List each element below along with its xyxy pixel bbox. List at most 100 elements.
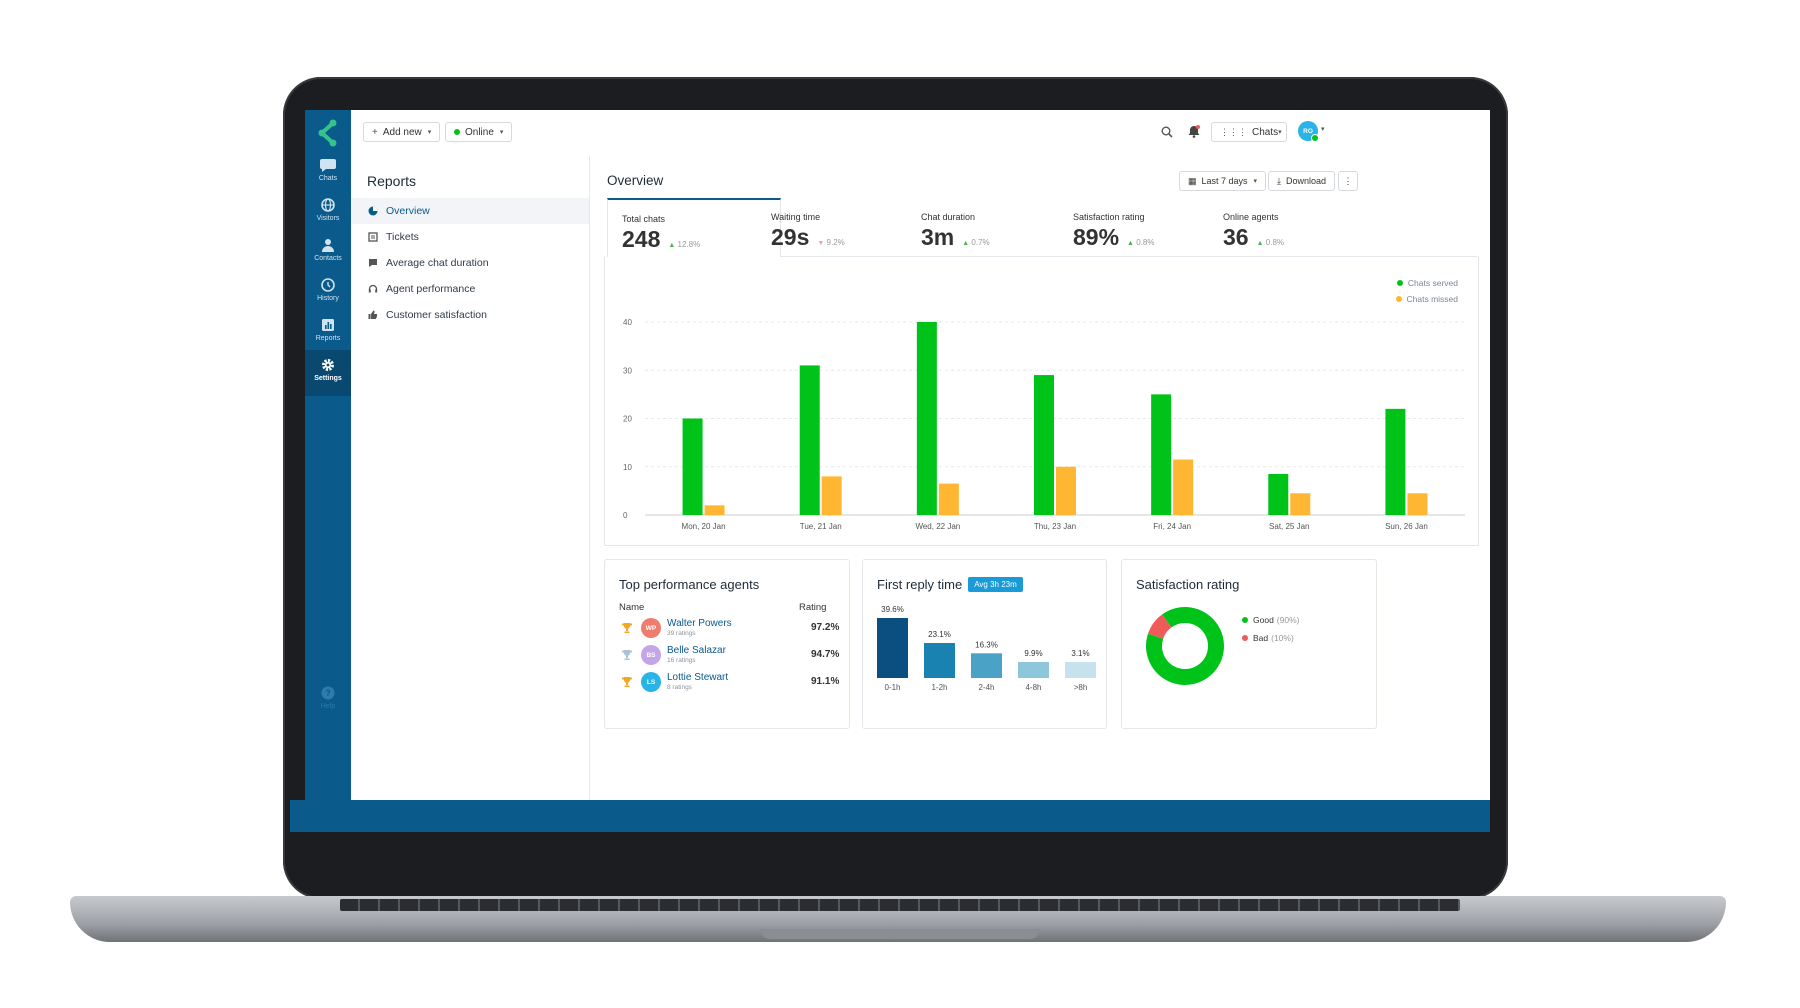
- card-title: Top performance agents: [619, 577, 760, 592]
- kpi-total-chats[interactable]: Total chats 248 ▲ 12.8%: [607, 198, 781, 257]
- x-tick-label: Wed, 22 Jan: [915, 522, 960, 531]
- agent-ratings-count: 39 ratings: [667, 630, 696, 637]
- kpi-online-agents[interactable]: Online agents 36 ▲ 0.8%: [1209, 198, 1383, 256]
- x-tick-label: 4-8h: [1025, 683, 1041, 692]
- trophy-icon: [621, 650, 633, 660]
- kpi-delta: 12.8%: [677, 240, 701, 249]
- nav-reports[interactable]: Reports: [305, 310, 351, 356]
- chats-bar-chart: 0 10 20 30 40 Mon, 20 Jan Tue, 21 Jan Wed, 22 J…: [623, 318, 1465, 531]
- add-new-button[interactable]: + Add new ▾: [363, 122, 441, 142]
- trophy-icon: [621, 623, 633, 633]
- chats-chart-card: Chats served Chats missed 0 10 20 30 40 Mon, …: [604, 256, 1479, 546]
- bar-value-label: 16.3%: [975, 640, 998, 649]
- chevron-down-icon: ▾: [427, 129, 432, 136]
- laptop-keyboard: [340, 899, 1460, 911]
- tickets-icon: [367, 232, 378, 243]
- x-tick-label: Mon, 20 Jan: [682, 522, 726, 531]
- page-title: Overview: [607, 173, 664, 188]
- nav-history[interactable]: History: [305, 270, 351, 316]
- bar-served: [1034, 375, 1054, 515]
- more-options-button[interactable]: ⋮: [1338, 171, 1358, 191]
- chevron-down-icon: ▾: [1278, 129, 1282, 136]
- kpi-delta: 9.2%: [826, 238, 845, 247]
- legend-label: Chats missed: [1406, 294, 1459, 304]
- kpi-delta: 0.7%: [971, 238, 990, 247]
- slice-good: [1146, 607, 1224, 685]
- download-label: Download: [1285, 176, 1327, 186]
- y-tick-label: 20: [623, 415, 632, 424]
- nav-help[interactable]: ? Help: [305, 678, 351, 724]
- headset-icon: [367, 284, 378, 295]
- table-row: LS Lottie Stewart 8 ratings 91.1%: [619, 670, 839, 696]
- x-tick-label: 1-2h: [931, 683, 947, 692]
- bar-served: [1151, 394, 1172, 515]
- nav-contacts[interactable]: Contacts: [305, 230, 351, 276]
- date-range-dropdown[interactable]: ▦ Last 7 days ▾: [1179, 171, 1267, 191]
- chevron-down-icon[interactable]: ▾: [1321, 126, 1325, 133]
- agent-rating: 97.2%: [811, 622, 840, 633]
- sidebar-item-tickets[interactable]: Tickets: [351, 224, 589, 250]
- bell-icon[interactable]: [1188, 125, 1200, 138]
- agent-ratings-count: 8 ratings: [667, 684, 692, 691]
- agent-name-link[interactable]: Lottie Stewart: [667, 672, 729, 683]
- kpi-satisfaction-rating[interactable]: Satisfaction rating 89% ▲ 0.8%: [1059, 198, 1233, 256]
- agent-rating: 94.7%: [811, 649, 840, 660]
- y-tick-label: 10: [623, 463, 632, 472]
- kpi-label: Online agents: [1223, 212, 1279, 222]
- nav-settings[interactable]: Settings: [305, 350, 351, 396]
- person-icon: [322, 239, 334, 252]
- sidebar-item-label: Average chat duration: [386, 257, 489, 269]
- bar-missed: [704, 505, 725, 515]
- reply-bar: [971, 653, 1002, 678]
- app-switch-dropdown[interactable]: ⋮⋮⋮ Chats ▾: [1211, 122, 1287, 142]
- nav-chats[interactable]: Chats: [305, 150, 351, 196]
- kpi-label: Waiting time: [771, 212, 821, 222]
- reply-bar: [1018, 662, 1049, 678]
- trend-up-icon: ▲: [962, 240, 970, 247]
- svg-text:?: ?: [325, 688, 331, 698]
- download-icon: ⤓: [1277, 175, 1281, 186]
- agent-name-link[interactable]: Walter Powers: [667, 618, 732, 629]
- legend-label: Bad: [1253, 633, 1269, 643]
- bar-missed: [938, 483, 959, 515]
- avatar-initials: RO: [1303, 127, 1313, 135]
- sidebar-item-label: Customer satisfaction: [386, 309, 487, 321]
- sidebar-item-overview[interactable]: Overview: [351, 198, 589, 224]
- legend-item-bad: Bad (10%): [1242, 633, 1294, 643]
- chat-bubble-icon: [320, 159, 336, 172]
- first-reply-bar-chart: 39.6% 0-1h 23.1% 1-2h 16.3% 2-4h 9.9% 4-8h 3.1% >…: [877, 605, 1096, 692]
- bar-value-label: 3.1%: [1071, 649, 1089, 658]
- nav-help-label: Help: [320, 703, 336, 710]
- card-title: Satisfaction rating: [1136, 577, 1240, 592]
- sidebar-item-average-chat-duration[interactable]: Average chat duration: [351, 250, 589, 276]
- avatar[interactable]: RO: [1298, 121, 1319, 142]
- sidebar-item-agent-performance[interactable]: Agent performance: [351, 276, 589, 302]
- download-button[interactable]: ⤓ Download: [1268, 171, 1336, 191]
- sidebar-item-customer-satisfaction[interactable]: Customer satisfaction: [351, 302, 589, 328]
- nav-settings-label: Settings: [314, 375, 342, 382]
- status-dropdown[interactable]: Online ▾: [445, 122, 513, 142]
- reply-bar: [877, 618, 908, 678]
- status-label: Online: [465, 126, 494, 138]
- sidebar-item-label: Tickets: [386, 231, 419, 243]
- legend-dot-icon: [1242, 617, 1248, 623]
- kpi-value: 29s: [771, 224, 810, 250]
- column-header-rating: Rating: [799, 602, 827, 613]
- trend-down-icon: ▼: [817, 240, 825, 247]
- trend-up-icon: ▲: [668, 242, 676, 249]
- top-agents-card: Top performance agents Name Rating WP Wa…: [604, 559, 850, 729]
- kpi-tabs: Total chats 248 ▲ 12.8% Waiting time 29s…: [607, 198, 1477, 257]
- kpi-delta: 0.8%: [1136, 238, 1155, 247]
- first-reply-card: First reply time Avg 3h 23m 39.6% 0-1h 23.1…: [862, 559, 1107, 729]
- kpi-chat-duration[interactable]: Chat duration 3m ▲ 0.7%: [907, 198, 1081, 256]
- agent-name-link[interactable]: Belle Salazar: [667, 645, 726, 656]
- nav-visitors[interactable]: Visitors: [305, 190, 351, 236]
- search-icon[interactable]: [1161, 126, 1173, 138]
- kebab-icon: ⋮: [1343, 175, 1353, 186]
- sidebar-item-label: Overview: [386, 205, 430, 217]
- kpi-waiting-time[interactable]: Waiting time 29s ▼ 9.2%: [757, 198, 931, 256]
- laptop-notch: [760, 929, 1040, 939]
- kpi-label: Satisfaction rating: [1073, 212, 1145, 222]
- help-icon: ?: [321, 686, 335, 700]
- top-bar: + Add new ▾ Online ▾ ⋮⋮⋮ Chats ▾ RO ▾: [351, 110, 1490, 157]
